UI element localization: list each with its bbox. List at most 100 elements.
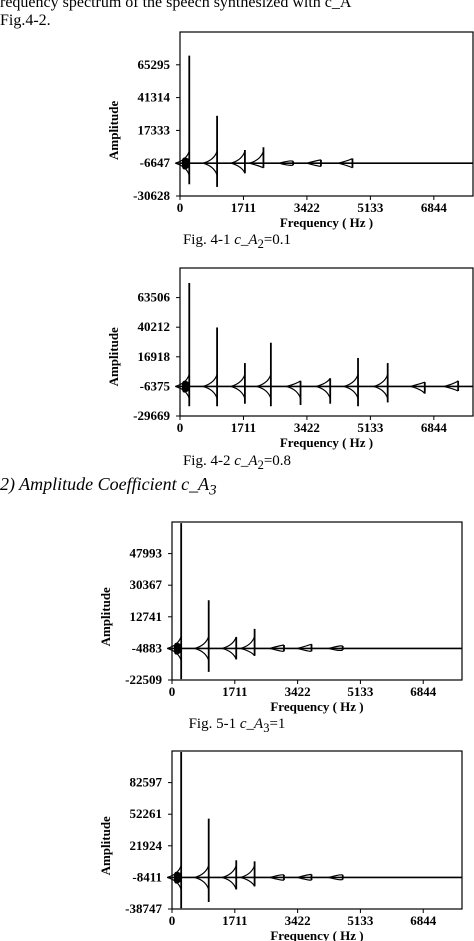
caption-fig-4-1: Fig. 4-1 c_A2=0.1 xyxy=(0,232,474,252)
spectrum-peak-skirt xyxy=(240,876,256,887)
spectrum-peak-skirt xyxy=(230,150,246,164)
spectrum-peak-skirt xyxy=(297,873,312,878)
y-axis-label: Amplitude xyxy=(98,816,113,875)
spectrum-peak-skirt xyxy=(444,380,459,387)
x-axis-label: Frequency ( Hz ) xyxy=(270,928,363,941)
spectrum-peak-skirt xyxy=(222,647,237,660)
x-tick-label: 5133 xyxy=(357,200,384,215)
caption-value: =0.8 xyxy=(263,453,292,469)
spectrum-peak-skirt xyxy=(167,647,182,661)
spectrum-peak-skirt xyxy=(338,157,353,164)
spectrum-peak-skirt xyxy=(167,636,182,649)
spectrum-peak-skirt xyxy=(338,162,353,169)
spectrum-peak-skirt xyxy=(249,162,264,169)
chart-fig-5-2: 82597 52261 21924 -8411 -38747 0 1711 3422 5133 6… xyxy=(98,750,463,941)
spectrum-peak-skirt xyxy=(256,374,272,387)
x-tick-label: 0 xyxy=(177,420,184,435)
caption-subscript: 2 xyxy=(257,237,264,251)
caption-prefix: Fig. 4-1 xyxy=(182,232,235,248)
spectrum-peak-skirt xyxy=(306,159,322,164)
x-axis-label: Frequency ( Hz ) xyxy=(270,699,363,714)
caption-value: =0.1 xyxy=(263,232,292,248)
y-tick-label: -4883 xyxy=(132,640,163,655)
spectrum-peak-skirt xyxy=(222,876,237,890)
x-tick-label: 6844 xyxy=(410,684,437,699)
section-heading-subscript: 3 xyxy=(209,482,217,499)
y-tick-label: 30367 xyxy=(130,577,163,592)
y-axis-label: Amplitude xyxy=(106,101,121,160)
x-tick-label: 0 xyxy=(169,684,176,699)
spectrum-peak-skirt xyxy=(202,385,218,399)
spectrum-peak-skirt xyxy=(373,374,389,387)
y-tick-label: 12741 xyxy=(130,609,163,624)
y-tick-label: -38747 xyxy=(125,901,162,916)
spectrum-peak-skirt xyxy=(316,377,331,387)
x-axis-label: Frequency ( Hz ) xyxy=(280,435,373,450)
y-tick-label: 16918 xyxy=(138,349,171,364)
spectrum-peak-skirt xyxy=(222,865,237,878)
x-tick-label: 3422 xyxy=(294,420,320,435)
spectrum-noise-blob xyxy=(173,642,182,655)
x-tick-label: 6844 xyxy=(421,420,448,435)
caption-prefix: Fig. 4-2 xyxy=(182,453,235,469)
caption-variable: c_A xyxy=(234,232,258,248)
spectrum-peak-skirt xyxy=(249,150,265,164)
spectrum-peak-skirt xyxy=(230,385,246,399)
y-tick-label: -22509 xyxy=(125,672,162,687)
spectrum-peak-skirt xyxy=(269,647,284,652)
spectrum-peak-skirt xyxy=(444,385,459,392)
spectrum-peak-skirt xyxy=(194,865,210,878)
x-tick-label: 0 xyxy=(169,913,176,928)
spectrum-peak-skirt xyxy=(167,865,182,878)
intro-text: requency spectrum of the speech synthesi… xyxy=(0,0,351,30)
x-tick-label: 3422 xyxy=(285,913,311,928)
y-tick-label: 47993 xyxy=(130,546,163,561)
caption-variable: c_A xyxy=(234,453,258,469)
x-tick-label: 1711 xyxy=(231,200,256,215)
caption-subscript: 2 xyxy=(257,458,264,472)
spectrum-peak-skirt xyxy=(328,645,343,649)
spectrum-peak-skirt xyxy=(175,374,190,387)
spectrum-peak-skirt xyxy=(297,643,312,649)
x-tick-label: 3422 xyxy=(285,684,311,699)
spectrum-peak-skirt xyxy=(175,150,190,164)
spectrum-peak-skirt xyxy=(269,876,285,881)
spectrum-peak-skirt xyxy=(297,876,312,881)
spectrum-peak-skirt xyxy=(167,876,182,890)
caption-subscript: 3 xyxy=(263,721,270,735)
y-tick-label: 52261 xyxy=(130,806,163,821)
y-tick-label: 40212 xyxy=(138,319,171,334)
spectrum-peak-skirt xyxy=(343,374,359,387)
spectrum-peak-skirt xyxy=(202,162,218,176)
spectrum-peak-skirt xyxy=(410,381,426,387)
spectrum-peak-skirt xyxy=(269,874,285,878)
spectrum-peak-skirt xyxy=(286,385,302,399)
spectrum-peak-skirt xyxy=(202,374,218,387)
spectrum-noise-blob xyxy=(181,380,190,393)
caption-prefix: Fig. 5-1 xyxy=(188,716,240,732)
x-tick-label: 3422 xyxy=(294,200,320,215)
spectrum-peak-skirt xyxy=(256,385,272,399)
x-tick-label: 1711 xyxy=(222,684,247,699)
spectrum-peak-skirt xyxy=(269,644,285,649)
x-tick-label: 1711 xyxy=(231,420,256,435)
spectrum-peak-skirt xyxy=(297,647,312,652)
y-tick-label: 41314 xyxy=(138,90,171,105)
spectrum-peak-skirt xyxy=(230,162,246,174)
plot-frame xyxy=(171,750,463,910)
plot-frame xyxy=(171,521,463,681)
spectrum-peak-skirt xyxy=(240,636,256,649)
x-tick-label: 5133 xyxy=(357,420,384,435)
y-tick-label: 17333 xyxy=(138,122,171,137)
spectrum-peak-skirt xyxy=(230,374,246,387)
spectrum-peak-skirt xyxy=(373,385,389,399)
chart-fig-5-1: 47993 30367 12741 -4883 -22509 0 1711 3422 5133 6… xyxy=(98,521,463,714)
caption-value: =1 xyxy=(269,716,286,732)
spectrum-peak-skirt xyxy=(194,876,210,890)
caption-variable: c_A xyxy=(239,716,264,732)
x-axis-label: Frequency ( Hz ) xyxy=(280,215,373,230)
spectrum-peak-skirt xyxy=(175,385,190,399)
plot-frame xyxy=(179,31,474,197)
spectrum-peak-skirt xyxy=(328,647,343,652)
spectrum-peak-skirt xyxy=(278,160,294,164)
